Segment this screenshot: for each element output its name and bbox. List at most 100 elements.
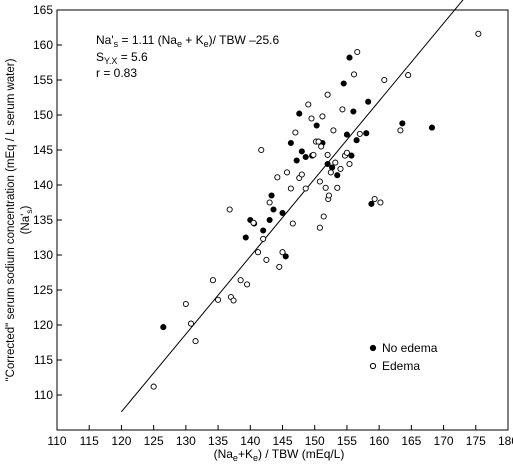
edema-point bbox=[182, 300, 189, 308]
edema-point bbox=[327, 169, 334, 176]
no-edema-point bbox=[346, 54, 353, 61]
edema-point bbox=[292, 129, 299, 136]
edema-point bbox=[298, 171, 305, 178]
regression-equation: Na's = 1.11 (Nae + Ke)/ TBW –25.6 bbox=[96, 33, 279, 49]
edema-point bbox=[305, 101, 312, 108]
legend-marker-edema bbox=[369, 362, 377, 370]
edema-point bbox=[324, 91, 331, 98]
edema-point bbox=[316, 178, 323, 185]
y-tick-label: 145 bbox=[33, 143, 53, 157]
edema-point bbox=[209, 277, 216, 284]
y-tick-label: 165 bbox=[33, 3, 53, 17]
edema-point bbox=[319, 113, 326, 120]
x-tick-label: 110 bbox=[47, 434, 66, 448]
edema-point bbox=[254, 249, 262, 256]
edema-point bbox=[346, 160, 353, 168]
edema-point bbox=[316, 224, 323, 231]
edema-point bbox=[244, 281, 251, 288]
no-edema-point bbox=[160, 324, 167, 331]
edema-point bbox=[308, 115, 315, 122]
x-tick-label: 150 bbox=[305, 434, 325, 448]
edema-point bbox=[192, 338, 199, 345]
no-edema-point bbox=[368, 200, 375, 207]
correlation-coefficient: r = 0.83 bbox=[96, 66, 137, 80]
x-tick-label: 115 bbox=[80, 434, 99, 448]
x-tick-label: 120 bbox=[111, 434, 131, 448]
edema-point bbox=[274, 174, 281, 181]
no-edema-point bbox=[399, 120, 406, 127]
standard-error: SY.X = 5.6 bbox=[96, 50, 148, 66]
legend-marker-no-edema bbox=[369, 344, 377, 352]
no-edema-point bbox=[266, 216, 273, 224]
no-edema-point bbox=[324, 160, 331, 168]
x-axis-ticks: 110 115 120 125 130 135 140 145 150 155 160 165 170 1… bbox=[47, 425, 513, 448]
edema-point bbox=[150, 383, 157, 390]
annotation-block: Na's = 1.11 (Nae + Ke)/ TBW –25.6 SY.X =… bbox=[96, 33, 279, 80]
edema-point bbox=[258, 146, 265, 154]
no-edema-point bbox=[293, 157, 300, 164]
no-edema-point bbox=[329, 164, 336, 171]
y-tick-label: 125 bbox=[33, 283, 53, 297]
edema-point bbox=[332, 159, 339, 166]
no-edema-point bbox=[340, 80, 347, 87]
edema-point bbox=[475, 30, 482, 37]
x-tick-label: 125 bbox=[144, 434, 164, 448]
edema-point bbox=[310, 151, 317, 158]
no-edema-point bbox=[298, 148, 305, 155]
y-tick-label: 130 bbox=[33, 248, 53, 262]
edema-point bbox=[287, 185, 294, 192]
x-tick-label: 160 bbox=[369, 434, 389, 448]
edema-point bbox=[230, 297, 237, 304]
edema-point bbox=[279, 249, 286, 256]
edema-point bbox=[226, 206, 233, 213]
edema-point bbox=[250, 219, 257, 226]
no-edema-point bbox=[348, 152, 355, 159]
no-edema-point bbox=[343, 131, 350, 138]
edema-point bbox=[215, 296, 222, 303]
no-edema-point bbox=[296, 110, 303, 117]
x-tick-label: 135 bbox=[208, 434, 228, 448]
edema-point bbox=[324, 151, 331, 158]
edema-point bbox=[377, 199, 384, 206]
edema-point bbox=[237, 277, 244, 284]
y-tick-label: 135 bbox=[33, 213, 53, 227]
x-tick-label: 170 bbox=[434, 434, 454, 448]
x-tick-label: 155 bbox=[337, 434, 357, 448]
y-tick-label: 155 bbox=[33, 73, 53, 87]
y-tick-label: 115 bbox=[34, 353, 53, 367]
y-tick-label: 140 bbox=[33, 178, 53, 192]
edema-point bbox=[266, 199, 273, 206]
x-tick-label: 130 bbox=[176, 434, 196, 448]
no-edema-point bbox=[260, 227, 267, 234]
y-tick-label: 110 bbox=[34, 388, 53, 402]
y-tick-label: 160 bbox=[33, 38, 53, 52]
y-axis-ticks: 110 115 120 125 130 135 140 145 150 155 160 165 bbox=[33, 3, 62, 402]
edema-point bbox=[354, 48, 361, 56]
edema-point bbox=[350, 71, 358, 78]
edema-point bbox=[187, 320, 195, 327]
legend-label-no-edema: No edema bbox=[382, 341, 438, 355]
edema-point bbox=[315, 138, 322, 145]
y-tick-label: 150 bbox=[33, 108, 53, 122]
no-edema-point bbox=[363, 130, 370, 137]
edema-point bbox=[318, 143, 325, 150]
no-edema-point bbox=[428, 124, 436, 131]
y-axis-label-symbol: (Na's) bbox=[20, 205, 34, 234]
edema-point bbox=[371, 195, 378, 203]
edema-point bbox=[283, 169, 291, 176]
no-edema-point bbox=[313, 122, 320, 129]
edema-point bbox=[260, 235, 267, 242]
no-edema-point bbox=[279, 209, 286, 217]
no-edema-point bbox=[268, 192, 275, 199]
x-tick-label: 180 bbox=[498, 434, 513, 448]
x-tick-label: 165 bbox=[401, 434, 421, 448]
x-tick-label: 175 bbox=[466, 434, 486, 448]
no-edema-point bbox=[270, 206, 277, 213]
edema-point bbox=[325, 192, 332, 199]
no-edema-point bbox=[282, 253, 289, 260]
edema-point bbox=[302, 185, 309, 192]
no-edema-point bbox=[350, 108, 357, 115]
no-edema-point bbox=[242, 234, 249, 241]
data-points bbox=[150, 30, 482, 390]
